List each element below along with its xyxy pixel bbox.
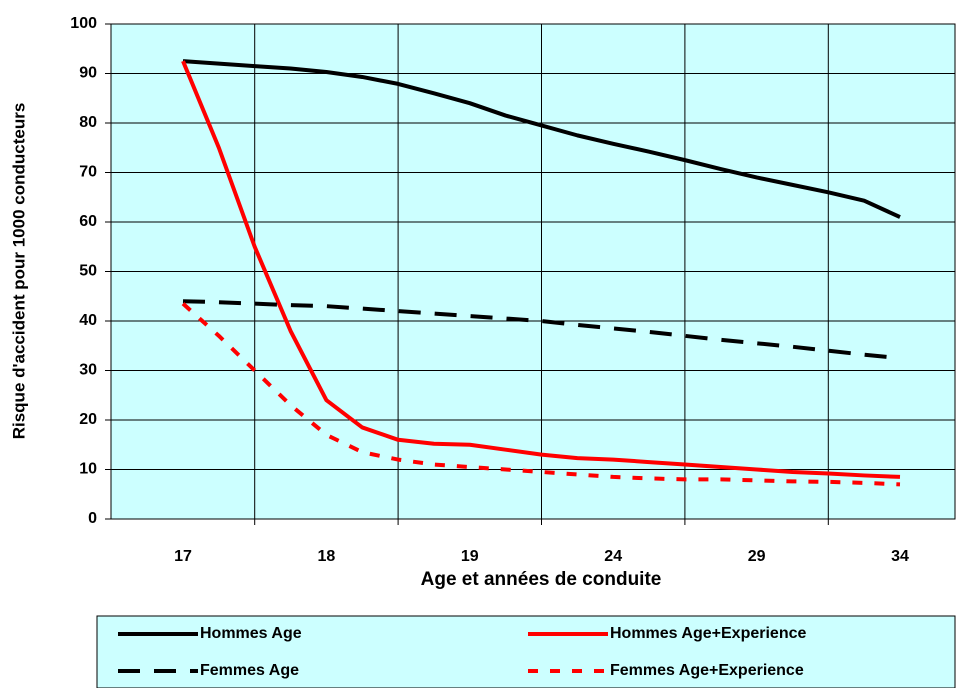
legend-label: Hommes Age+Experience <box>610 625 806 642</box>
x-tick-label: 34 <box>891 548 909 565</box>
legend-label: Femmes Age <box>200 662 299 679</box>
y-tick-label: 60 <box>79 213 97 230</box>
x-tick-label: 17 <box>174 548 192 565</box>
y-tick-label: 30 <box>79 362 97 379</box>
series-line <box>182 59 901 219</box>
x-tick-label: 29 <box>748 548 766 565</box>
x-tick-label: 18 <box>318 548 336 565</box>
y-tick-label: 20 <box>79 411 97 428</box>
x-tick-label: 24 <box>604 548 622 565</box>
series-line <box>181 60 901 479</box>
y-tick-label: 90 <box>79 65 97 82</box>
series-line <box>182 299 901 361</box>
plot: 0 10 20 30 40 50 60 70 80 90 100 17 18 19 24 29 34 Hommes… <box>70 15 956 688</box>
x-axis-title: Age et années de conduite <box>421 569 662 590</box>
series-line <box>181 302 901 487</box>
y-tick-label: 50 <box>79 263 97 280</box>
y-tick-label: 70 <box>79 164 97 181</box>
x-tick-label: 19 <box>461 548 479 565</box>
y-tick-label: 80 <box>79 114 97 131</box>
y-tick-label: 10 <box>79 461 97 478</box>
y-axis-title: Risque d'accident pour 1000 conducteurs <box>9 103 28 440</box>
y-tick-label: 0 <box>88 510 97 527</box>
legend-label: Hommes Age <box>200 625 302 642</box>
y-tick-label: 100 <box>70 15 97 32</box>
legend <box>96 615 956 688</box>
legend-label: Femmes Age+Experience <box>610 662 804 679</box>
y-tick-label: 40 <box>79 312 97 329</box>
